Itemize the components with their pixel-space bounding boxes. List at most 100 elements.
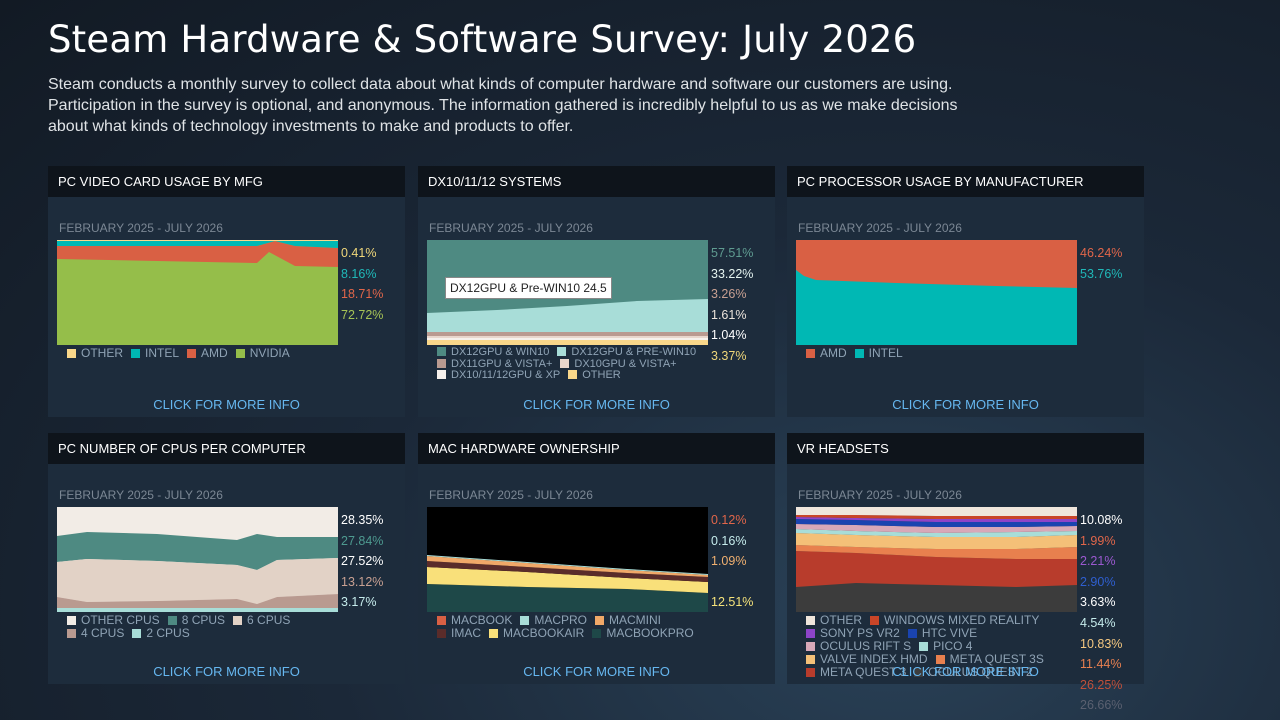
legend-label: PICO 4 — [933, 639, 973, 653]
legend-label: NVIDIA — [249, 346, 290, 360]
legend-label: OTHER — [81, 346, 123, 360]
more-info-link[interactable]: CLICK FOR MORE INFO — [153, 397, 300, 412]
panel-cpu-count[interactable]: PC NUMBER OF CPUS PER COMPUTER FEBRUARY … — [48, 433, 405, 684]
value-label: 1.04% — [711, 328, 747, 343]
panel-vr-headsets[interactable]: VR HEADSETS FEBRUARY 2025 - JULY 2026 10… — [787, 433, 1144, 712]
legend-item: HTC VIVE — [907, 626, 978, 640]
value-label: 0.16% — [711, 533, 747, 548]
more-info-link[interactable]: CLICK FOR MORE INFO — [523, 397, 670, 412]
chart-area-other — [796, 507, 1077, 516]
legend-label: META QUEST 3 — [820, 665, 907, 679]
legend-item: MACBOOKAIR — [489, 626, 584, 640]
date-range: FEBRUARY 2025 - JULY 2026 — [798, 488, 962, 502]
chart-area-amd — [796, 240, 1077, 288]
legend-swatch — [935, 655, 945, 664]
chart-area-amd — [57, 241, 338, 267]
legend-swatch — [437, 358, 446, 368]
legend-item: OTHER — [568, 369, 621, 381]
value-label: 3.17% — [341, 595, 377, 610]
legend-label: SONY PS VR2 — [820, 626, 900, 640]
chart-area-pico-4 — [796, 529, 1077, 537]
value-label: 0.41% — [341, 246, 377, 260]
chart-area-xp — [427, 338, 708, 340]
panel-title[interactable]: VR HEADSETS — [787, 433, 1144, 464]
legend-label: MACPRO — [534, 613, 588, 627]
legend-label: MACBOOK — [451, 613, 513, 627]
value-label: 0.12% — [711, 513, 747, 527]
value-label: 11.44% — [1080, 657, 1122, 672]
legend-item: INTEL — [131, 346, 179, 360]
chart-area-dx12-prewin10 — [427, 299, 708, 332]
panel-mac-hardware[interactable]: MAC HARDWARE OWNERSHIP FEBRUARY 2025 - J… — [418, 433, 775, 684]
legend-label: 8 CPUS — [181, 613, 226, 627]
legend-item: 6 CPUS — [233, 613, 290, 627]
panel-title[interactable]: PC VIDEO CARD USAGE BY MFG — [48, 166, 405, 197]
value-label: 18.71% — [341, 287, 384, 302]
chart-area-macpro — [427, 555, 708, 575]
legend-swatch — [132, 629, 142, 638]
chart-area-other — [427, 340, 708, 345]
legend-label: HTC VIVE — [921, 626, 978, 640]
chart-area-6cpus — [57, 558, 338, 604]
legend-label: OCULUS QUEST 2 — [928, 665, 1033, 679]
legend-swatch — [235, 349, 245, 358]
legend-label: INTEL — [145, 346, 180, 360]
chart-area-meta-quest-3s — [796, 545, 1077, 559]
legend-item: INTEL — [854, 346, 903, 360]
panel-title[interactable]: DX10/11/12 SYSTEMS — [418, 166, 775, 197]
panel-dx-systems[interactable]: DX10/11/12 SYSTEMS FEBRUARY 2025 - JULY … — [418, 166, 775, 417]
legend-label: AMD — [201, 346, 228, 360]
chart-area-imac — [427, 561, 708, 582]
chart-legend: OTHER WINDOWS MIXED REALITY SONY PS VR2 HTC… — [806, 614, 1052, 679]
legend-swatch — [806, 629, 815, 638]
legend-item: META QUEST 3S — [935, 652, 1044, 666]
legend-item: DX12GPU & PRE-WIN10 — [557, 346, 696, 358]
legend-label: MACBOOKAIR — [503, 626, 585, 640]
legend-label: OTHER — [582, 369, 621, 381]
legend-swatch — [437, 370, 446, 379]
more-info-link[interactable]: CLICK FOR MORE INFO — [892, 397, 1039, 412]
value-label: 46.24% — [1080, 246, 1123, 260]
chart-area-macmini — [427, 556, 708, 577]
panel-title[interactable]: PC PROCESSOR USAGE BY MANUFACTURER — [787, 166, 1144, 197]
panel-processor-mfg[interactable]: PC PROCESSOR USAGE BY MANUFACTURER FEBRU… — [787, 166, 1144, 417]
panel-title[interactable]: PC NUMBER OF CPUS PER COMPUTER — [48, 433, 405, 464]
legend-label: DX12GPU & WIN10 — [451, 346, 550, 358]
legend-item: MACMINI — [595, 613, 661, 627]
area-chart-cpu-count[interactable] — [57, 507, 338, 612]
legend-item: OTHER CPUS — [67, 613, 160, 627]
legend-item: OTHER — [806, 613, 862, 627]
legend-item: VALVE INDEX HMD — [806, 652, 928, 666]
chart-legend: DX12GPU & WIN10 DX12GPU & PRE-WIN10 DX11GP… — [437, 346, 704, 382]
chart-area-meta-quest-3 — [796, 551, 1077, 587]
legend-swatch — [919, 642, 929, 651]
value-label: 33.22% — [711, 266, 754, 281]
value-label: 3.63% — [1080, 595, 1116, 610]
chart-legend: AMD INTEL — [806, 347, 911, 360]
value-label: 27.84% — [341, 533, 384, 548]
legend-item: OCULUS QUEST 2 — [914, 665, 1033, 679]
legend-swatch — [67, 629, 76, 638]
chart-area-macbookpro — [427, 584, 708, 612]
value-label: 10.83% — [1080, 636, 1123, 651]
area-chart-processor-mfg[interactable] — [796, 240, 1077, 345]
legend-item: META QUEST 3 — [806, 665, 906, 679]
area-chart-vr-headsets[interactable] — [796, 507, 1077, 612]
legend-item: WINDOWS MIXED REALITY — [870, 613, 1039, 627]
more-info-link[interactable]: CLICK FOR MORE INFO — [153, 664, 300, 679]
value-label: 53.76% — [1080, 266, 1123, 281]
more-info-link[interactable]: CLICK FOR MORE INFO — [523, 664, 670, 679]
area-chart-mac-hardware[interactable] — [427, 507, 708, 612]
value-label: 13.12% — [341, 574, 384, 589]
chart-area-intel — [57, 240, 338, 248]
legend-swatch — [806, 616, 815, 625]
panel-video-card[interactable]: PC VIDEO CARD USAGE BY MFG FEBRUARY 2025… — [48, 166, 405, 417]
date-range: FEBRUARY 2025 - JULY 2026 — [798, 221, 962, 235]
area-chart-video-card[interactable] — [57, 240, 338, 345]
value-label: 72.72% — [341, 307, 384, 322]
chart-tooltip: DX12GPU & Pre-WIN10 24.5 — [445, 277, 612, 299]
panel-title[interactable]: MAC HARDWARE OWNERSHIP — [418, 433, 775, 464]
more-info-link[interactable]: CLICK FOR MORE INFO — [892, 664, 1039, 679]
legend-swatch — [568, 370, 578, 379]
value-label: 26.66% — [1080, 698, 1123, 713]
